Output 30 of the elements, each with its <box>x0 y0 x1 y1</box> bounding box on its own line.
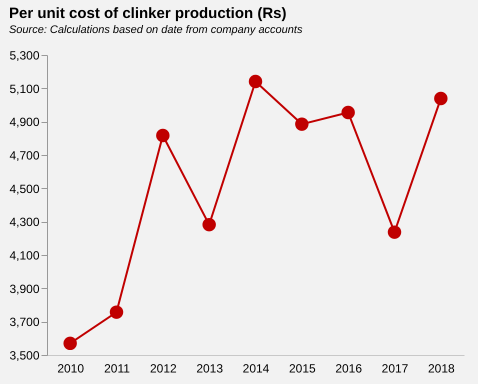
y-tick-label: 5,100 <box>9 82 40 96</box>
y-tick-label: 5,300 <box>9 48 40 62</box>
x-tick-label: 2017 <box>382 362 409 376</box>
point <box>341 106 355 120</box>
y-tick-label: 4,700 <box>9 148 40 162</box>
y-tick-label: 4,900 <box>9 115 40 130</box>
x-tick-label: 2015 <box>288 362 316 376</box>
x-tick-label: 2018 <box>428 362 456 376</box>
chart-title: Per unit cost of clinker production (Rs) <box>8 5 286 22</box>
point <box>434 92 448 106</box>
x-tick-label: 2010 <box>57 362 84 376</box>
x-tick-label: 2014 <box>242 362 270 376</box>
x-tick-label: 2012 <box>150 362 178 376</box>
y-tick-label: 3,700 <box>9 315 40 330</box>
point <box>63 336 77 350</box>
x-tick-label: 2016 <box>335 362 362 376</box>
y-tick-label: 4,300 <box>9 215 40 230</box>
point <box>202 218 216 232</box>
point <box>110 305 124 319</box>
x-tick-label: 2011 <box>104 362 130 376</box>
point <box>295 117 309 131</box>
point <box>388 225 402 239</box>
point <box>156 128 170 142</box>
y-tick-label: 3,900 <box>9 282 40 296</box>
x-tick-label: 2013 <box>196 362 224 376</box>
y-tick-label: 4,500 <box>9 182 40 196</box>
y-tick-label: 4,100 <box>9 248 40 262</box>
source-note: Source: Calculations based on date from company accounts <box>8 24 303 36</box>
point <box>248 74 262 88</box>
y-tick-label: 3,500 <box>9 348 40 362</box>
